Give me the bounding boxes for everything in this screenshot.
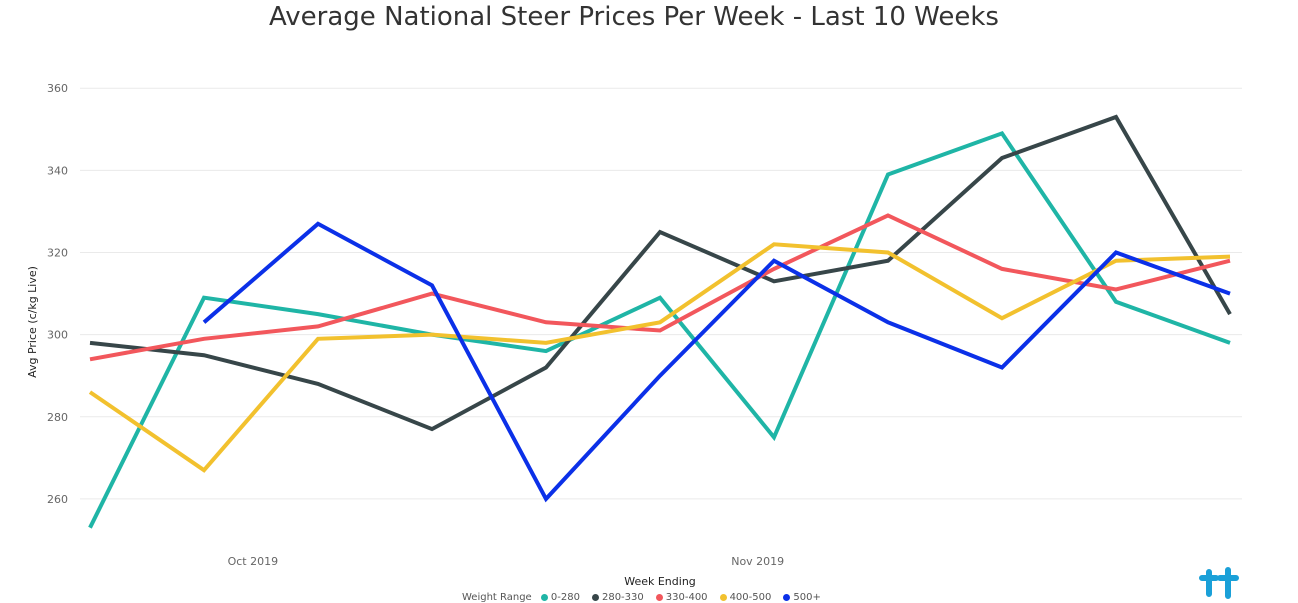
legend-marker: [719, 593, 727, 601]
legend-item-500+[interactable]: 500+: [783, 592, 826, 603]
series-line-400-500[interactable]: [88, 242, 1231, 473]
y-tick-label: 360: [47, 82, 68, 95]
x-axis-label: Week Ending: [624, 575, 696, 588]
series-line-0-280[interactable]: [88, 130, 1231, 529]
x-tick-label: Oct 2019: [228, 555, 279, 568]
legend-label: 400-500: [729, 592, 772, 603]
legend-item-400-500[interactable]: 400-500: [719, 592, 778, 603]
gridlines: [80, 87, 1242, 500]
legend-title: Weight Range: [462, 592, 532, 603]
legend-label: 0-280: [550, 592, 580, 603]
y-tick-label: 260: [47, 493, 68, 506]
legend-item-330-400[interactable]: 330-400: [655, 592, 714, 603]
y-tick-label: 340: [47, 164, 68, 177]
y-axis-ticks: 260 280 300 320 340 360: [47, 82, 68, 506]
chart-title: Average National Steer Prices Per Week -…: [269, 2, 999, 32]
legend-marker: [591, 593, 599, 601]
series-line-280-330[interactable]: [89, 114, 1232, 432]
y-tick-label: 300: [47, 329, 68, 342]
legend: Weight Range 0-280 280-330 330-400 400-500 5…: [462, 592, 833, 603]
legend-label: 500+: [793, 592, 821, 603]
legend-marker: [655, 593, 663, 601]
x-tick-label: Nov 2019: [731, 555, 784, 568]
x-axis-ticks: Oct 2019 Nov 2019: [228, 555, 785, 568]
series-line-330-400[interactable]: [89, 213, 1231, 362]
series-line-500+[interactable]: [202, 221, 1231, 503]
legend-marker: [540, 593, 548, 601]
legend-marker: [783, 593, 791, 601]
legend-item-280-330[interactable]: 280-330: [591, 592, 650, 603]
y-tick-label: 280: [47, 411, 68, 424]
y-tick-label: 320: [47, 247, 68, 260]
legend-item-0-280[interactable]: 0-280: [540, 592, 586, 603]
legend-label: 280-330: [601, 592, 644, 603]
y-axis-label: Avg Price (c/kg Live): [26, 266, 39, 378]
legend-label: 330-400: [665, 592, 708, 603]
series-lines: [88, 114, 1232, 529]
